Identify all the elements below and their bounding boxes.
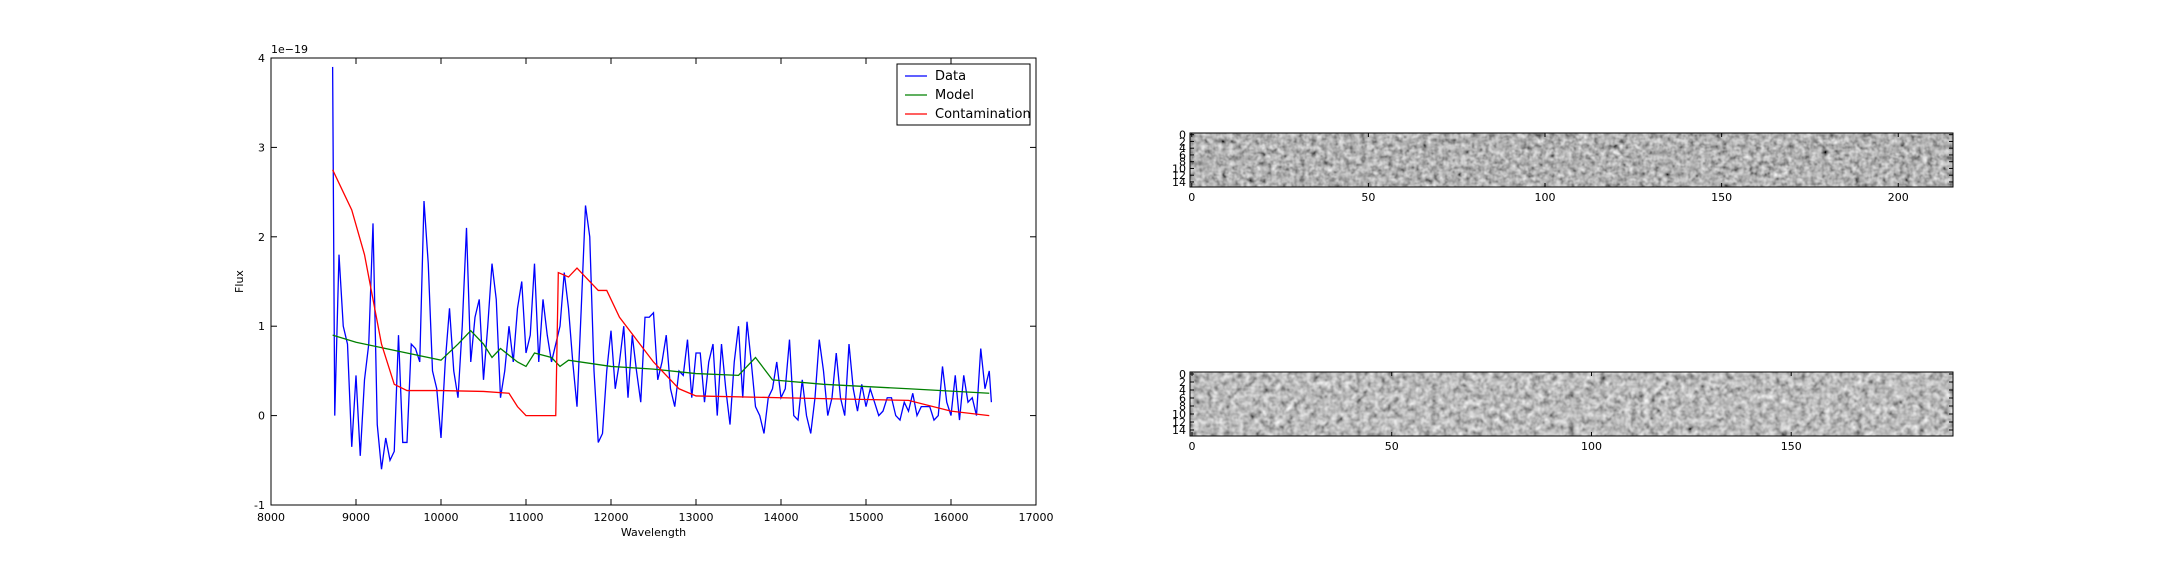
y-tick-label: 0: [258, 410, 265, 423]
y-tick-label: 4: [1179, 384, 1186, 397]
y-tick-label: 6: [1179, 149, 1186, 162]
x-tick-label: 50: [1361, 191, 1375, 204]
y-tick-label: 8: [1179, 400, 1186, 413]
x-tick-label: 17000: [1019, 511, 1054, 524]
y-tick-label: 2: [1179, 135, 1186, 148]
x-tick-label: 150: [1781, 440, 1802, 453]
x-tick-label: 8000: [257, 511, 285, 524]
image: [1190, 133, 1953, 187]
x-tick-label: 15000: [849, 511, 884, 524]
x-tick-label: 100: [1535, 191, 1556, 204]
x-tick-label: 10000: [424, 511, 459, 524]
legend-label: Data: [935, 69, 966, 84]
x-tick-label: 200: [1888, 191, 1909, 204]
x-tick-label: 50: [1385, 440, 1399, 453]
x-tick-label: 16000: [934, 511, 969, 524]
series-line: [331, 66, 993, 470]
offset-text: 1e−19: [271, 43, 308, 56]
series-line: [332, 169, 990, 417]
y-tick-label: 2: [1179, 376, 1186, 389]
x-tick-label: 14000: [764, 511, 799, 524]
y-tick-label: 10: [1172, 162, 1186, 175]
plot-area: [271, 58, 1036, 505]
y-tick-label: 3: [258, 141, 265, 154]
y-tick-label: 8: [1179, 156, 1186, 169]
legend-label: Model: [935, 88, 974, 103]
x-tick-label: 0: [1188, 191, 1195, 204]
x-tick-label: 0: [1188, 440, 1195, 453]
image: [1190, 372, 1953, 436]
x-axis-label: Wavelength: [621, 526, 686, 539]
axes-frame: [1189, 371, 1954, 437]
x-tick-label: 150: [1711, 191, 1732, 204]
y-tick-label: 0: [1179, 129, 1186, 142]
x-tick-label: 100: [1581, 440, 1602, 453]
y-tick-label: 4: [1179, 142, 1186, 155]
y-tick-label: 6: [1179, 392, 1186, 405]
x-tick-label: 9000: [342, 511, 370, 524]
series-line: [332, 329, 990, 394]
y-tick-label: 10: [1172, 408, 1186, 421]
y-tick-label: 4: [258, 52, 265, 65]
y-tick-label: 14: [1172, 424, 1186, 437]
x-tick-label: 12000: [594, 511, 629, 524]
x-tick-label: 11000: [509, 511, 544, 524]
x-tick-label: 13000: [679, 511, 714, 524]
y-tick-label: -1: [254, 499, 265, 512]
y-axis-label: Flux: [233, 270, 246, 293]
legend-label: Contamination: [935, 107, 1031, 122]
axes-frame: [270, 57, 1037, 506]
y-tick-label: 2: [258, 231, 265, 244]
y-tick-label: 14: [1172, 176, 1186, 189]
y-tick-label: 1: [258, 320, 265, 333]
y-tick-label: 12: [1172, 416, 1186, 429]
axes-frame: [1189, 132, 1954, 188]
y-tick-label: 0: [1179, 368, 1186, 381]
y-tick-label: 12: [1172, 169, 1186, 182]
